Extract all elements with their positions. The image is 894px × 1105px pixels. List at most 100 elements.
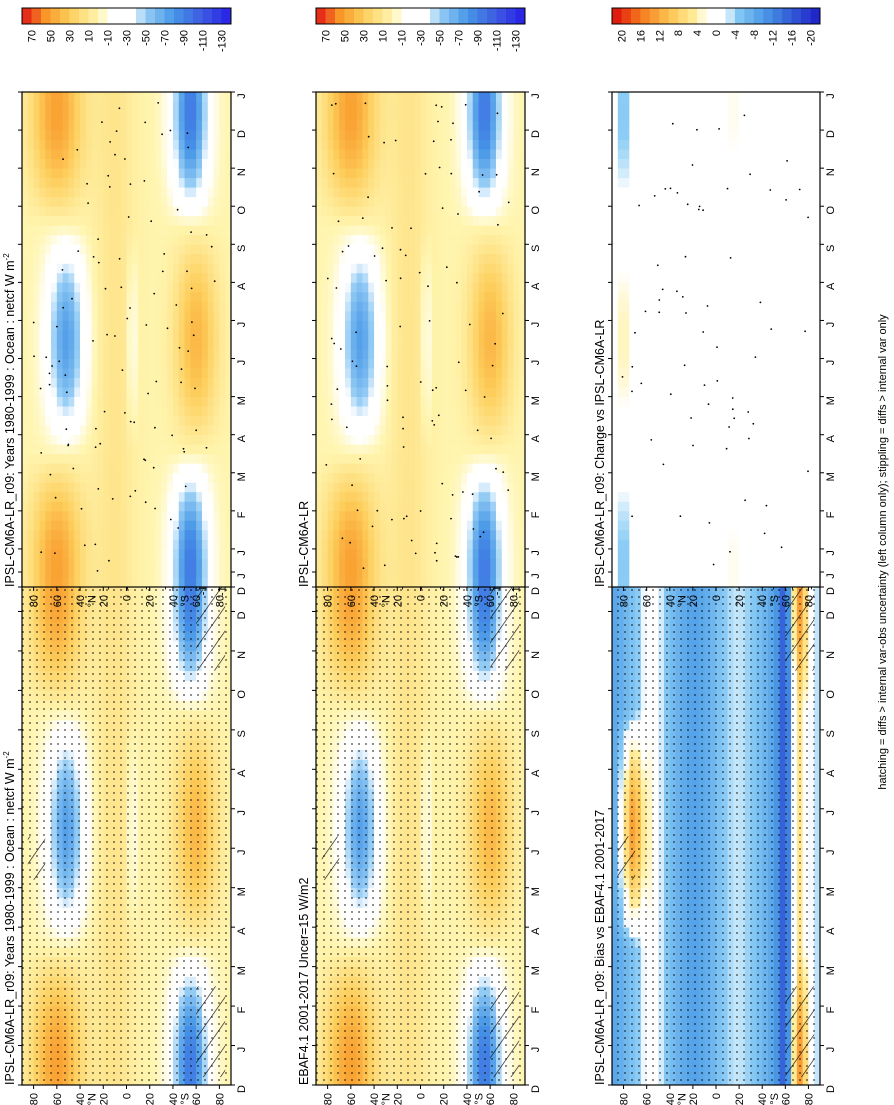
heatmap-cell (39, 282, 46, 293)
heatmap-cell (33, 234, 40, 245)
stipple-dot (77, 250, 80, 253)
heatmap-cell (56, 529, 64, 540)
heatmap-cell (114, 291, 122, 302)
heatmap-cell (190, 349, 197, 359)
heatmap-cell (213, 482, 220, 493)
heatmap-cell (27, 111, 35, 121)
heatmap-cell (190, 425, 197, 436)
heatmap-cell (196, 548, 203, 559)
heatmap-cell (138, 539, 145, 550)
heatmap-cell (85, 358, 93, 369)
heatmap-cell (85, 501, 93, 512)
lat-tick-label: 80 (214, 595, 226, 607)
heatmap-cell (167, 253, 174, 264)
heatmap-cell (109, 368, 116, 378)
hatch-region (196, 572, 226, 671)
heatmap-cell (27, 149, 35, 160)
heatmap-cell (184, 558, 191, 569)
heatmap-cell (103, 168, 110, 179)
heatmap-cell (225, 139, 232, 150)
heatmap-cell (132, 253, 139, 264)
heatmap-cell (51, 92, 58, 102)
heatmap-cell (213, 168, 220, 179)
heatmap-cell (45, 491, 52, 502)
heatmap-cell (80, 453, 87, 464)
heatmap-cell (120, 196, 127, 207)
heatmap-cell (184, 215, 191, 226)
heatmap-cell (167, 377, 174, 388)
heatmap-cell (120, 396, 127, 407)
heatmap-cell (109, 491, 116, 502)
heatmap-cell (68, 396, 75, 407)
stipple-dot (155, 380, 158, 383)
colorbar-tick-label: -110 (198, 30, 210, 51)
heatmap-cell (51, 368, 58, 378)
heatmap-cell (196, 529, 203, 540)
heatmap-cell (190, 310, 197, 321)
heatmap-cell (225, 368, 232, 378)
heatmap-cell (120, 349, 127, 359)
heatmap-cell (172, 396, 180, 407)
heatmap-cell (225, 225, 232, 236)
stipple-dot (175, 304, 178, 306)
heatmap-cell (126, 329, 133, 340)
heatmap-cell (91, 320, 98, 331)
heatmap-cell (213, 387, 220, 398)
stipple-dot (80, 507, 83, 510)
time-tick-label: D (236, 1085, 248, 1093)
heatmap-cell (207, 434, 214, 445)
heatmap-cell (213, 415, 220, 426)
heatmap-cell (213, 253, 220, 264)
heatmap-cell (196, 472, 203, 483)
heatmap-cell (74, 349, 81, 359)
heatmap-cell (109, 310, 116, 321)
heatmap-cell (91, 491, 98, 502)
heatmap-cell (190, 472, 197, 483)
heatmap-cell (22, 548, 29, 559)
heatmap-cell (219, 434, 226, 445)
heatmap-cell (172, 520, 180, 531)
heatmap-cell (51, 187, 58, 198)
stipple-dot (58, 360, 61, 363)
heatmap-cell (51, 111, 58, 121)
heatmap-cell (85, 263, 93, 274)
heatmap-cell (201, 101, 209, 112)
heatmap-cell (167, 425, 174, 436)
heatmap-cell (190, 168, 197, 179)
heatmap-cell (91, 263, 98, 274)
heatmap-cell (45, 168, 52, 179)
heatmap-cell (207, 548, 214, 559)
heatmap-cell (45, 339, 52, 350)
heatmap-cell (114, 130, 122, 140)
heatmap-cell (85, 149, 93, 160)
heatmap-cell (161, 349, 168, 359)
heatmap-cell (149, 520, 156, 531)
heatmap-cell (109, 387, 116, 398)
heatmap-cell (207, 396, 214, 407)
heatmap-cell (190, 529, 197, 540)
heatmap-cell (27, 529, 35, 540)
heatmap-cell (80, 501, 87, 512)
heatmap-cell (51, 130, 58, 140)
heatmap-cell (109, 444, 116, 455)
heatmap-cell (51, 501, 58, 512)
heatmap-cell (114, 310, 122, 321)
heatmap-cell (80, 130, 87, 140)
heatmap-cell (138, 263, 145, 274)
heatmap-cell (62, 444, 69, 455)
heatmap-cell (219, 510, 226, 521)
heatmap-cell (62, 149, 69, 160)
heatmap-cell (22, 510, 29, 521)
heatmap-cell (33, 329, 40, 340)
heatmap-cell (161, 158, 168, 169)
heatmap-cell (120, 149, 127, 160)
heatmap-cell (91, 349, 98, 359)
heatmap-cell (45, 139, 52, 150)
heatmap-cell (138, 415, 145, 426)
heatmap-cell (155, 253, 162, 264)
heatmap-cell (196, 453, 203, 464)
heatmap-cell (39, 111, 46, 121)
heatmap-cell (178, 406, 185, 417)
heatmap-cell (126, 368, 133, 378)
